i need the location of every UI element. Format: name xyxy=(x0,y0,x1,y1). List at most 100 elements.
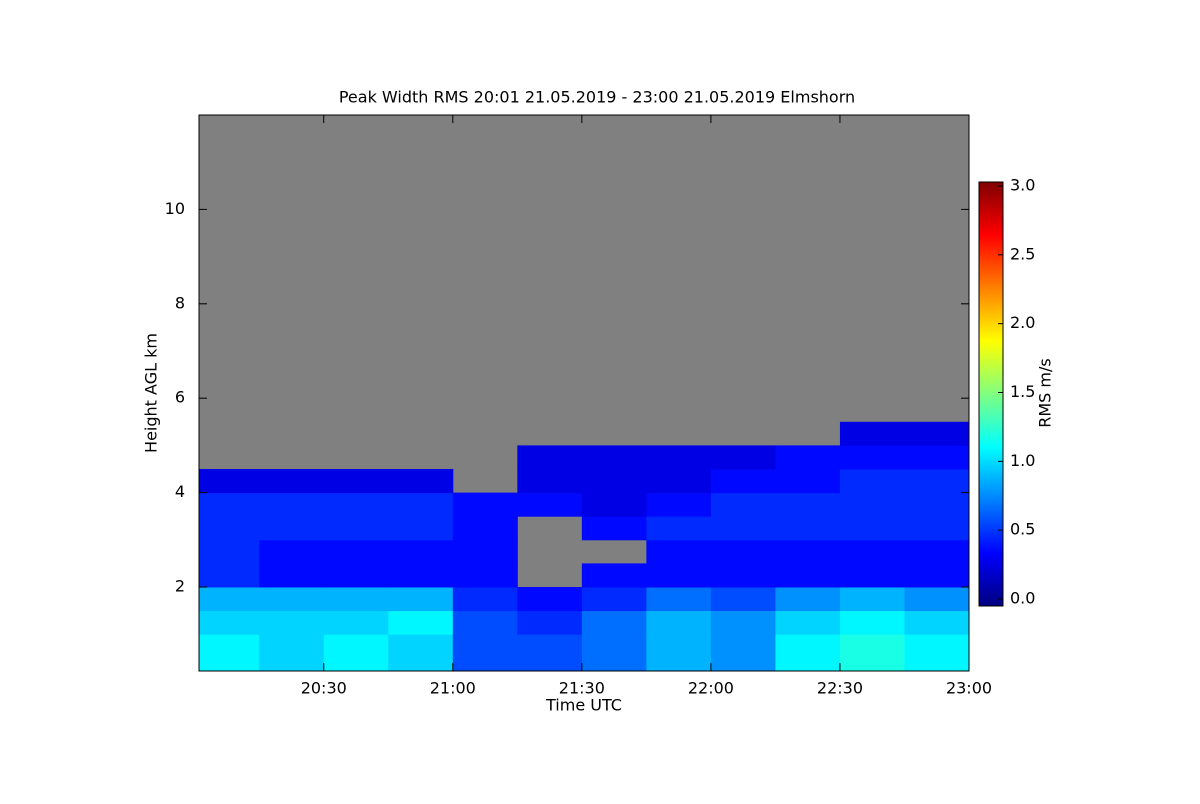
colorbar-tick-label: 0.0 xyxy=(1010,589,1035,608)
heatmap-cell xyxy=(775,563,841,588)
colorbar-tick-label: 1.0 xyxy=(1010,451,1035,470)
heatmap-cell xyxy=(452,563,518,588)
heatmap-cell xyxy=(839,610,905,635)
colorbar-tick-label: 3.0 xyxy=(1010,176,1035,195)
heatmap-cell xyxy=(452,539,518,564)
axes: 20:30 21:00 21:30 22:00 22:30 23:00 2 4 6 8 10 xyxy=(165,114,992,698)
plot-frame xyxy=(198,114,970,672)
heatmap-cell xyxy=(581,492,647,517)
x-axis-label: Time UTC xyxy=(545,696,622,715)
y-tick-label: 4 xyxy=(175,482,185,501)
heatmap-cell xyxy=(259,610,325,635)
heatmap-cell xyxy=(323,610,389,635)
heatmap-cell xyxy=(775,586,841,612)
colorbar-tick-label: 2.0 xyxy=(1010,313,1035,332)
heatmap-cell xyxy=(839,634,905,672)
y-tick-label: 10 xyxy=(165,199,185,218)
heatmap-cell xyxy=(646,586,712,612)
y-tick-label: 2 xyxy=(175,576,185,595)
heatmap-cell xyxy=(259,586,325,612)
heatmap-cell xyxy=(904,421,970,446)
heatmap-cell xyxy=(259,492,325,517)
heatmap-cell xyxy=(517,492,583,517)
heatmap-cell xyxy=(199,468,260,494)
heatmap-cell xyxy=(581,610,647,635)
heatmap-cell xyxy=(710,586,776,612)
heatmap-cell xyxy=(646,634,712,672)
heatmap-cell xyxy=(581,586,647,612)
heatmap-cell xyxy=(388,634,454,672)
heatmap-cell xyxy=(388,539,454,564)
heatmap-cell xyxy=(581,445,647,470)
heatmap-cell xyxy=(839,539,905,564)
heatmap-cell xyxy=(259,468,325,494)
heatmap-cell xyxy=(904,563,970,588)
heatmap-cell xyxy=(517,586,583,612)
heatmap-cell xyxy=(388,468,454,494)
heatmap-cell xyxy=(323,586,389,612)
colorbar xyxy=(978,181,1004,607)
colorbar-tick-label: 1.5 xyxy=(1010,382,1035,401)
colorbar-label: RMS m/s xyxy=(1036,358,1055,427)
heatmap-cell xyxy=(904,468,970,494)
heatmap-cell xyxy=(199,586,260,612)
heatmap-cell xyxy=(904,445,970,470)
y-axis-label: Height AGL km xyxy=(142,333,161,453)
heatmap-cell xyxy=(775,445,841,470)
heatmap-cell xyxy=(646,468,712,494)
x-tick-label: 22:00 xyxy=(688,679,734,698)
heatmap-cell xyxy=(710,634,776,672)
colorbar-tick-label: 2.5 xyxy=(1010,244,1035,263)
x-tick-label: 20:30 xyxy=(301,679,347,698)
heatmap-cell xyxy=(904,634,970,672)
heatmap-cell xyxy=(323,492,389,517)
heatmap-cell xyxy=(259,634,325,672)
heatmap-cell xyxy=(199,610,260,635)
heatmap-cell xyxy=(388,563,454,588)
heatmap-cell xyxy=(839,563,905,588)
heatmap-cell xyxy=(581,468,647,494)
heatmap-cell xyxy=(646,610,712,635)
heatmap-cell xyxy=(517,468,583,494)
heatmap-cell xyxy=(904,492,970,517)
heatmap-cell xyxy=(259,563,325,588)
heatmap-cell xyxy=(646,445,712,470)
heatmap-cell xyxy=(452,634,518,672)
x-tick-label: 21:00 xyxy=(430,679,476,698)
heatmap-cell xyxy=(775,634,841,672)
heatmap-cell xyxy=(710,516,776,541)
heatmap xyxy=(199,115,970,672)
heatmap-cell xyxy=(388,586,454,612)
heatmap-cell xyxy=(710,563,776,588)
heatmap-cell xyxy=(323,468,389,494)
heatmap-cell xyxy=(323,563,389,588)
y-tick-label: 8 xyxy=(175,293,185,312)
heatmap-cell xyxy=(259,516,325,541)
heatmap-cell xyxy=(904,516,970,541)
heatmap-cell xyxy=(323,516,389,541)
heatmap-cell xyxy=(259,539,325,564)
heatmap-cell xyxy=(904,539,970,564)
heatmap-cell xyxy=(388,516,454,541)
heatmap-cell xyxy=(710,610,776,635)
heatmap-cell xyxy=(581,563,647,588)
heatmap-cell xyxy=(646,563,712,588)
heatmap-cell xyxy=(646,492,712,517)
heatmap-cell xyxy=(775,516,841,541)
heatmap-cell xyxy=(710,539,776,564)
heatmap-cell xyxy=(323,539,389,564)
heatmap-cell xyxy=(452,492,518,517)
heatmap-cell xyxy=(581,634,647,672)
y-tick-label: 6 xyxy=(175,388,185,407)
x-tick-label: 23:00 xyxy=(946,679,992,698)
chart-title: Peak Width RMS 20:01 21.05.2019 - 23:00 … xyxy=(339,88,855,107)
heatmap-cell xyxy=(517,445,583,470)
heatmap-cell xyxy=(388,610,454,635)
heatmap-cell xyxy=(775,539,841,564)
heatmap-cell xyxy=(710,468,776,494)
heatmap-cell xyxy=(452,610,518,635)
heatmap-cell xyxy=(646,539,712,564)
colorbar-tick-label: 0.5 xyxy=(1010,520,1035,539)
heatmap-cell xyxy=(517,610,583,635)
